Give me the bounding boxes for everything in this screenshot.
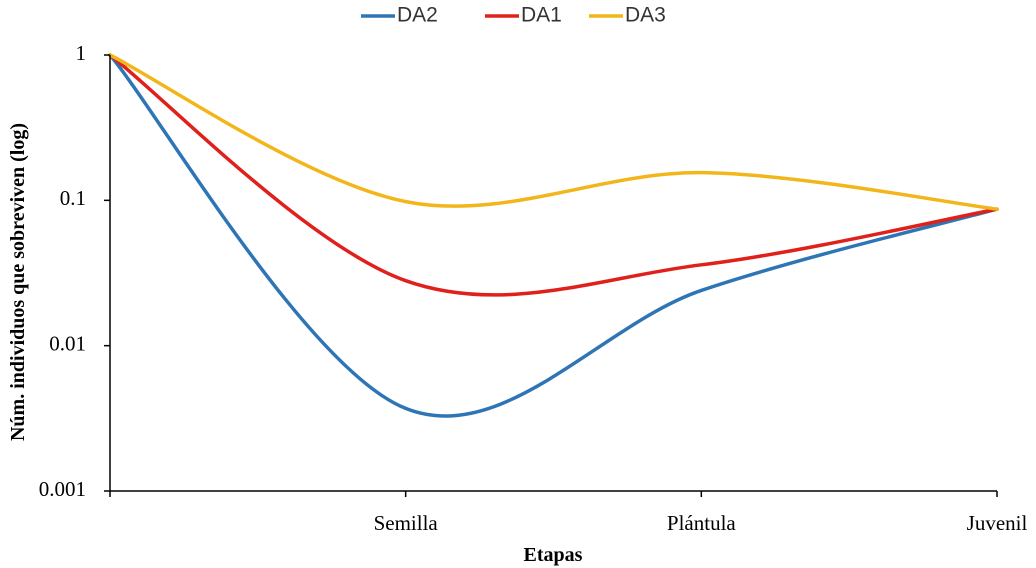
legend-label-da3: DA3 (625, 4, 666, 27)
axes (109, 55, 997, 492)
y-tick-label: 1 (76, 41, 87, 65)
x-ticks: Semilla Plántula Juvenil (109, 491, 1028, 535)
series-line-da1 (108, 53, 999, 297)
legend: DA2 DA1 DA3 (361, 4, 666, 27)
x-tick-label: Plántula (667, 511, 737, 535)
x-tick-label: Juvenil (967, 511, 1028, 535)
y-tick-label: 0.1 (60, 186, 86, 210)
series-layer (108, 53, 999, 418)
y-tick-label: 0.01 (49, 331, 86, 355)
legend-label-da1: DA1 (521, 4, 562, 27)
legend-label-da2: DA2 (397, 4, 438, 27)
series-line-da3 (108, 53, 999, 211)
series-line-da2 (108, 53, 999, 418)
y-tick-label: 0.001 (39, 477, 86, 501)
y-axis-title: Núm. individuos que sobreviven (log) (7, 123, 29, 441)
x-axis-title: Etapas (524, 544, 583, 566)
x-tick-label: Semilla (374, 511, 439, 535)
y-ticks: 1 0.1 0.01 0.001 (39, 41, 110, 501)
